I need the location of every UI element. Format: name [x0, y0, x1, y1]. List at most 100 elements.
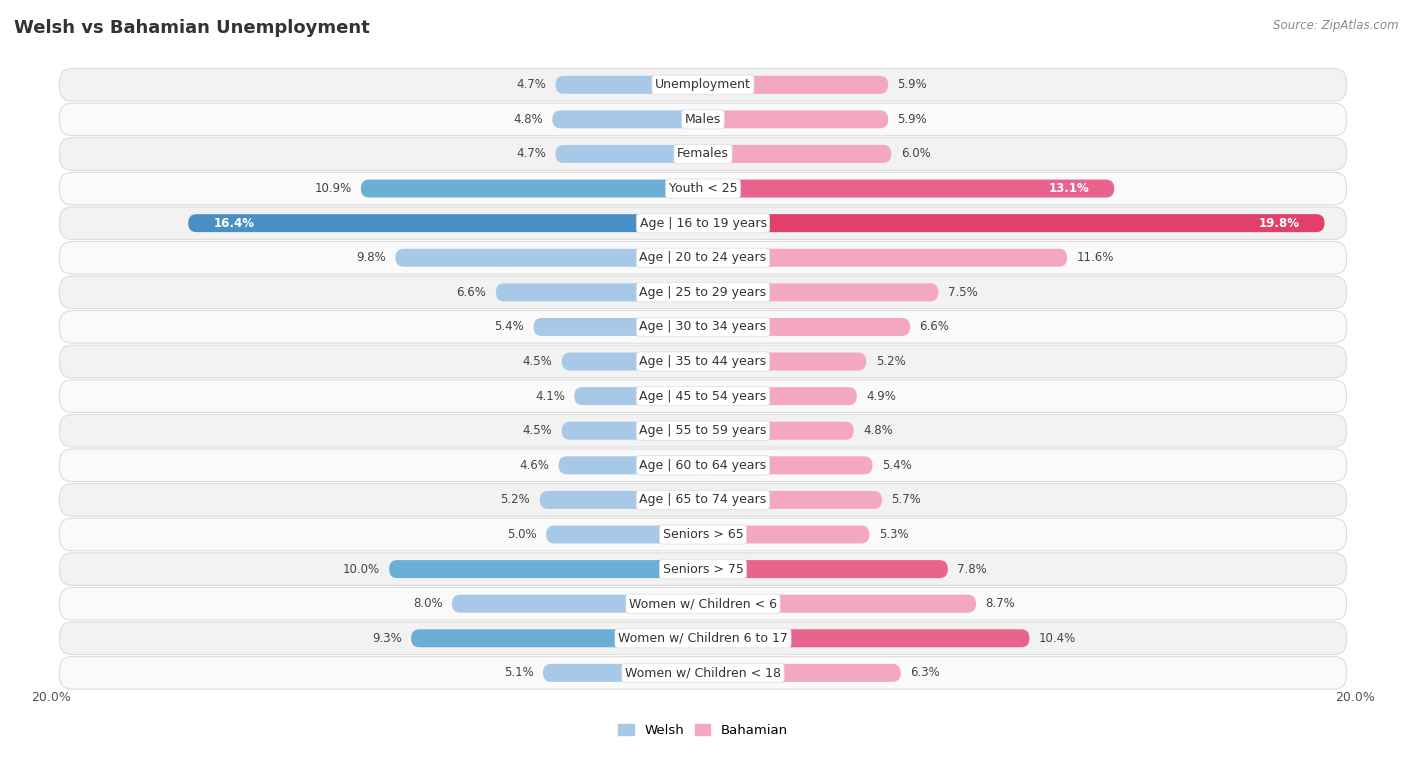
Text: Source: ZipAtlas.com: Source: ZipAtlas.com — [1274, 19, 1399, 32]
FancyBboxPatch shape — [59, 207, 1347, 239]
Text: Age | 30 to 34 years: Age | 30 to 34 years — [640, 320, 766, 333]
Text: 5.9%: 5.9% — [897, 78, 928, 92]
FancyBboxPatch shape — [395, 249, 703, 266]
FancyBboxPatch shape — [389, 560, 703, 578]
Text: Seniors > 75: Seniors > 75 — [662, 562, 744, 575]
FancyBboxPatch shape — [59, 173, 1347, 205]
FancyBboxPatch shape — [59, 415, 1347, 447]
Text: Age | 16 to 19 years: Age | 16 to 19 years — [640, 217, 766, 229]
Text: 6.6%: 6.6% — [457, 286, 486, 299]
Text: Welsh vs Bahamian Unemployment: Welsh vs Bahamian Unemployment — [14, 19, 370, 37]
FancyBboxPatch shape — [574, 387, 703, 405]
FancyBboxPatch shape — [703, 387, 856, 405]
Text: 5.3%: 5.3% — [879, 528, 908, 541]
Text: 19.8%: 19.8% — [1258, 217, 1299, 229]
Text: Seniors > 65: Seniors > 65 — [662, 528, 744, 541]
FancyBboxPatch shape — [703, 422, 853, 440]
FancyBboxPatch shape — [59, 310, 1347, 343]
FancyBboxPatch shape — [451, 595, 703, 612]
Text: 16.4%: 16.4% — [214, 217, 254, 229]
FancyBboxPatch shape — [59, 484, 1347, 516]
FancyBboxPatch shape — [703, 353, 866, 370]
FancyBboxPatch shape — [59, 656, 1347, 689]
Text: 6.0%: 6.0% — [901, 148, 931, 160]
FancyBboxPatch shape — [703, 595, 976, 612]
Text: 5.4%: 5.4% — [882, 459, 911, 472]
FancyBboxPatch shape — [59, 138, 1347, 170]
Text: 5.4%: 5.4% — [495, 320, 524, 333]
FancyBboxPatch shape — [543, 664, 703, 682]
FancyBboxPatch shape — [703, 283, 938, 301]
FancyBboxPatch shape — [59, 345, 1347, 378]
FancyBboxPatch shape — [59, 553, 1347, 585]
FancyBboxPatch shape — [188, 214, 703, 232]
FancyBboxPatch shape — [361, 179, 703, 198]
FancyBboxPatch shape — [546, 525, 703, 544]
FancyBboxPatch shape — [703, 456, 873, 475]
FancyBboxPatch shape — [703, 249, 1067, 266]
Text: 10.4%: 10.4% — [1039, 632, 1076, 645]
Text: Women w/ Children 6 to 17: Women w/ Children 6 to 17 — [619, 632, 787, 645]
Text: 10.9%: 10.9% — [314, 182, 352, 195]
FancyBboxPatch shape — [703, 76, 889, 94]
FancyBboxPatch shape — [703, 560, 948, 578]
Text: 4.1%: 4.1% — [536, 390, 565, 403]
FancyBboxPatch shape — [59, 241, 1347, 274]
Text: 8.0%: 8.0% — [413, 597, 443, 610]
Text: 8.7%: 8.7% — [986, 597, 1015, 610]
Text: 4.7%: 4.7% — [516, 78, 546, 92]
Text: Age | 35 to 44 years: Age | 35 to 44 years — [640, 355, 766, 368]
FancyBboxPatch shape — [533, 318, 703, 336]
Text: 9.8%: 9.8% — [356, 251, 387, 264]
Text: 6.6%: 6.6% — [920, 320, 949, 333]
FancyBboxPatch shape — [562, 353, 703, 370]
FancyBboxPatch shape — [59, 587, 1347, 620]
Text: 5.7%: 5.7% — [891, 494, 921, 506]
Text: 4.5%: 4.5% — [523, 355, 553, 368]
FancyBboxPatch shape — [59, 449, 1347, 481]
Text: Age | 60 to 64 years: Age | 60 to 64 years — [640, 459, 766, 472]
Text: 5.0%: 5.0% — [508, 528, 537, 541]
Text: Age | 25 to 29 years: Age | 25 to 29 years — [640, 286, 766, 299]
FancyBboxPatch shape — [59, 69, 1347, 101]
Text: 4.8%: 4.8% — [513, 113, 543, 126]
FancyBboxPatch shape — [562, 422, 703, 440]
Text: 11.6%: 11.6% — [1077, 251, 1114, 264]
FancyBboxPatch shape — [496, 283, 703, 301]
Text: 4.9%: 4.9% — [866, 390, 896, 403]
FancyBboxPatch shape — [555, 76, 703, 94]
FancyBboxPatch shape — [553, 111, 703, 129]
Text: Women w/ Children < 6: Women w/ Children < 6 — [628, 597, 778, 610]
Text: Males: Males — [685, 113, 721, 126]
FancyBboxPatch shape — [703, 318, 910, 336]
Text: 9.3%: 9.3% — [373, 632, 402, 645]
Text: 5.1%: 5.1% — [503, 666, 533, 679]
Text: Females: Females — [678, 148, 728, 160]
Text: 20.0%: 20.0% — [1334, 691, 1375, 704]
Text: Age | 20 to 24 years: Age | 20 to 24 years — [640, 251, 766, 264]
FancyBboxPatch shape — [59, 622, 1347, 655]
FancyBboxPatch shape — [59, 103, 1347, 136]
FancyBboxPatch shape — [540, 491, 703, 509]
Text: Age | 55 to 59 years: Age | 55 to 59 years — [640, 424, 766, 438]
Text: 10.0%: 10.0% — [343, 562, 380, 575]
FancyBboxPatch shape — [703, 145, 891, 163]
Text: 5.9%: 5.9% — [897, 113, 928, 126]
Text: 4.6%: 4.6% — [519, 459, 550, 472]
FancyBboxPatch shape — [703, 664, 901, 682]
FancyBboxPatch shape — [555, 145, 703, 163]
Text: 13.1%: 13.1% — [1049, 182, 1090, 195]
Text: 4.5%: 4.5% — [523, 424, 553, 438]
Text: 6.3%: 6.3% — [910, 666, 941, 679]
FancyBboxPatch shape — [703, 214, 1324, 232]
Text: Age | 45 to 54 years: Age | 45 to 54 years — [640, 390, 766, 403]
Text: Unemployment: Unemployment — [655, 78, 751, 92]
Text: Youth < 25: Youth < 25 — [669, 182, 737, 195]
Text: Age | 65 to 74 years: Age | 65 to 74 years — [640, 494, 766, 506]
Text: 5.2%: 5.2% — [876, 355, 905, 368]
FancyBboxPatch shape — [703, 525, 869, 544]
Text: 7.8%: 7.8% — [957, 562, 987, 575]
Text: 20.0%: 20.0% — [31, 691, 72, 704]
FancyBboxPatch shape — [59, 276, 1347, 309]
FancyBboxPatch shape — [703, 179, 1114, 198]
